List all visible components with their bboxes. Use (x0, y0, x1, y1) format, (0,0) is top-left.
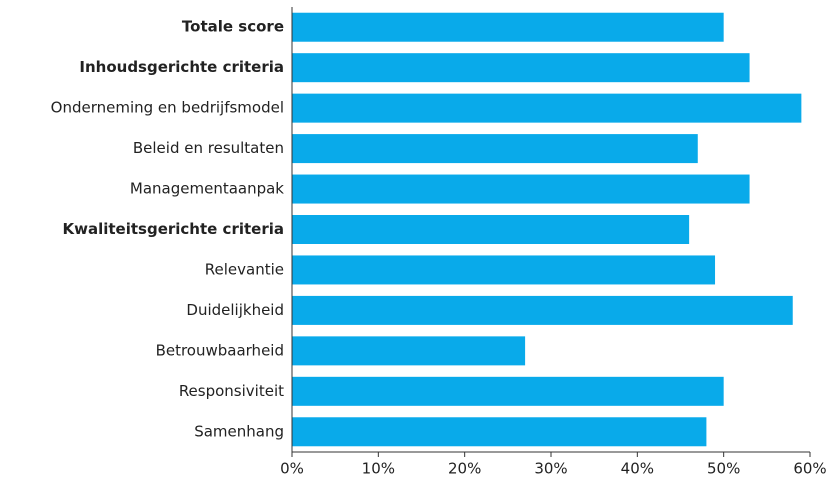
bar (292, 174, 750, 204)
y-tick-label: Duidelijkheid (186, 301, 284, 319)
bar (292, 376, 724, 406)
bar (292, 134, 698, 164)
bar (292, 417, 707, 447)
y-tick-label: Inhoudsgerichte criteria (79, 58, 284, 76)
bar (292, 53, 750, 83)
x-tick-label: 60% (793, 460, 826, 478)
y-tick-label: Samenhang (194, 422, 284, 440)
bar (292, 295, 793, 325)
x-tick-label: 0% (280, 460, 304, 478)
bar (292, 215, 690, 244)
x-tick-label: 10% (362, 460, 395, 478)
y-tick-label: Kwaliteitsgerichte criteria (63, 220, 285, 238)
y-tick-label: Managementaanpak (130, 180, 284, 198)
y-tick-label: Responsiviteit (179, 382, 284, 400)
bar (292, 336, 526, 366)
bar (292, 12, 724, 42)
y-tick-label: Totale score (182, 18, 284, 36)
x-tick-label: 30% (534, 460, 567, 478)
y-tick-label: Beleid en resultaten (133, 139, 284, 157)
x-tick-label: 50% (707, 460, 740, 478)
bar (292, 93, 802, 123)
x-tick-label: 20% (448, 460, 481, 478)
x-tick-label: 40% (621, 460, 654, 478)
bar (292, 255, 716, 285)
y-tick-label: Betrouwbaarheid (156, 341, 284, 359)
y-tick-label: Onderneming en bedrijfsmodel (51, 99, 284, 117)
y-tick-label: Relevantie (205, 260, 284, 278)
